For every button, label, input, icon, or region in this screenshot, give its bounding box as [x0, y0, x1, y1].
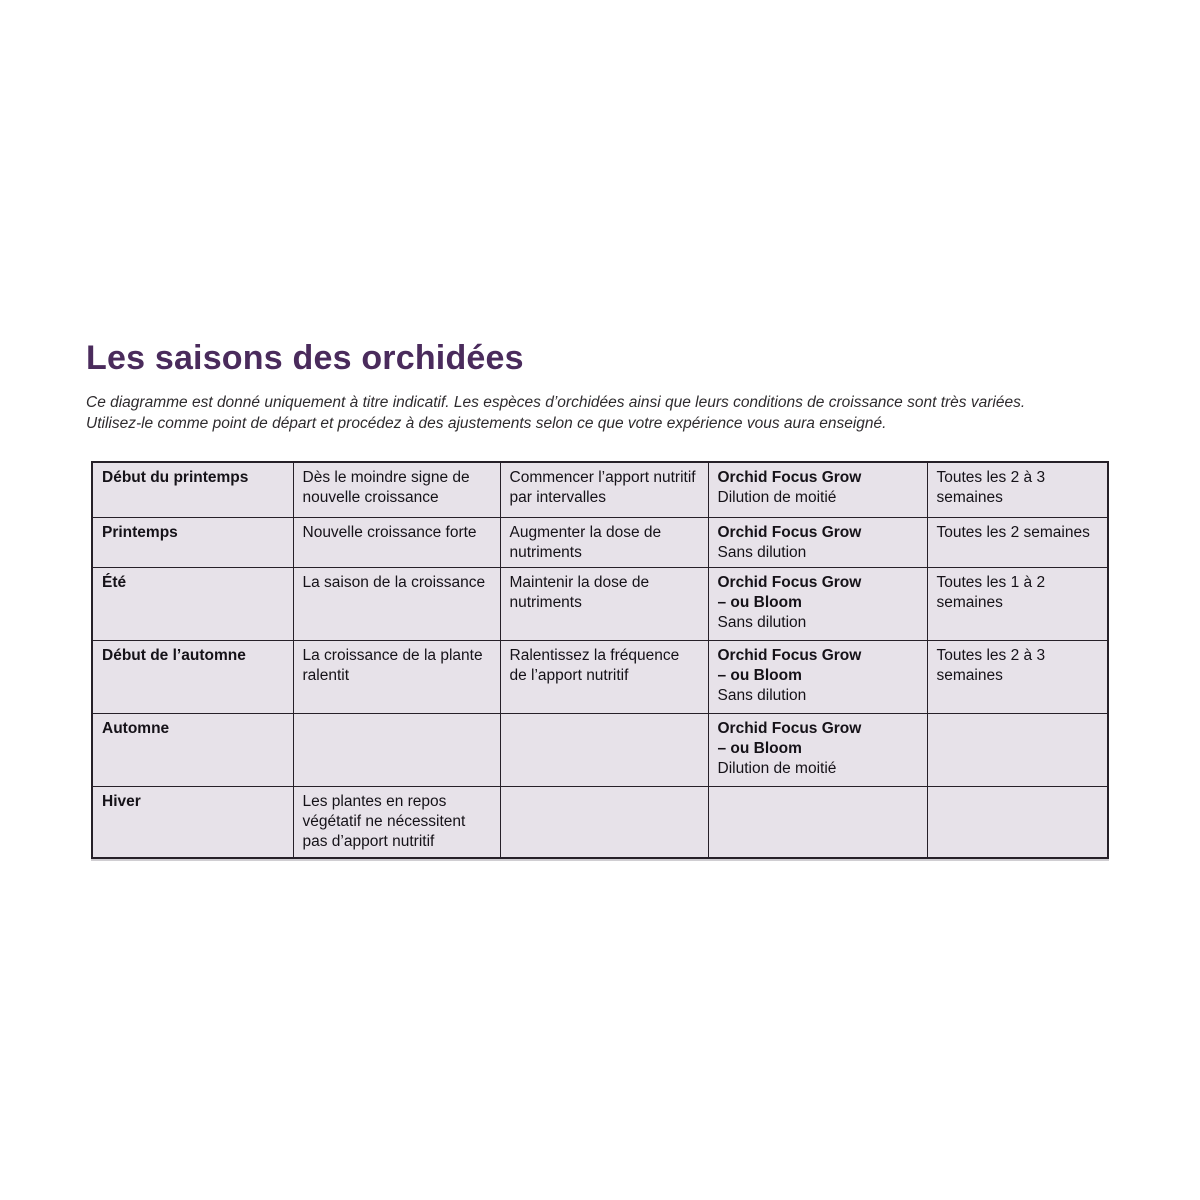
season-cell: Été: [91, 567, 294, 642]
dilution-note: Dilution de moitié: [717, 489, 837, 507]
feeding-action-cell: Commencer l’apport nutritif par interval…: [499, 461, 709, 518]
frequency-cell: Toutes les 1 à 2 semaines: [926, 567, 1109, 642]
product-alt: – ou Bloom: [717, 667, 802, 685]
product-cell: Orchid Focus Grow Dilution de moitié: [707, 461, 928, 518]
product-cell: Orchid Focus Grow – ou Bloom Dilution de…: [707, 713, 928, 788]
table-row-early-spring: Début du printemps Dès le moindre signe …: [91, 461, 1109, 518]
product-name: Orchid Focus Grow: [717, 523, 862, 541]
product-cell: Orchid Focus Grow – ou Bloom Sans diluti…: [707, 640, 928, 715]
page-title: Les saisons des orchidées: [86, 339, 524, 377]
frequency-cell: Toutes les 2 à 3 semaines: [926, 461, 1109, 518]
feeding-action-cell: Augmenter la dose de nutriments: [499, 516, 709, 569]
product-alt: – ou Bloom: [717, 594, 802, 612]
growth-sign-cell: La croissance de la plante ralentit: [292, 640, 501, 715]
season-cell: Début de l’automne: [91, 640, 294, 715]
product-cell: Orchid Focus Grow Sans dilution: [707, 516, 928, 569]
feeding-action-cell: Ralentissez la fréquence de l’apport nut…: [499, 640, 709, 715]
intro-paragraph: Ce diagramme est donné uniquement à titr…: [86, 393, 1114, 434]
season-cell: Automne: [91, 713, 294, 788]
intro-line-1: Ce diagramme est donné uniquement à titr…: [86, 394, 1026, 412]
orchid-season-table: Début du printemps Dès le moindre signe …: [91, 461, 1109, 859]
feeding-action-cell: Maintenir la dose de nutriments: [499, 567, 709, 642]
growth-sign-cell: [292, 713, 501, 788]
feeding-action-cell: [499, 713, 709, 788]
frequency-cell: Toutes les 2 à 3 semaines: [926, 640, 1109, 715]
growth-sign-cell: Nouvelle croissance forte: [292, 516, 501, 569]
growth-sign-cell: Les plantes en repos végétatif ne nécess…: [292, 786, 501, 858]
table-row-early-autumn: Début de l’automne La croissance de la p…: [91, 640, 1109, 715]
product-name: Orchid Focus Grow: [717, 720, 862, 738]
product-name: Orchid Focus Grow: [717, 647, 862, 665]
intro-line-2: Utilisez-le comme point de départ et pro…: [86, 414, 887, 432]
product-alt: – ou Bloom: [717, 740, 802, 758]
product-name: Orchid Focus Grow: [717, 469, 862, 487]
frequency-cell: [926, 786, 1109, 858]
dilution-note: Sans dilution: [717, 687, 807, 705]
table-row-summer: Été La saison de la croissance Maintenir…: [91, 567, 1109, 642]
table-row-winter: Hiver Les plantes en repos végétatif ne …: [91, 786, 1109, 858]
product-cell: Orchid Focus Grow – ou Bloom Sans diluti…: [707, 567, 928, 642]
season-cell: Printemps: [91, 516, 294, 569]
frequency-cell: [926, 713, 1109, 788]
frequency-cell: Toutes les 2 semaines: [926, 516, 1109, 569]
feeding-action-cell: [499, 786, 709, 858]
growth-sign-cell: La saison de la croissance: [292, 567, 501, 642]
growth-sign-cell: Dès le moindre signe de nouvelle croissa…: [292, 461, 501, 518]
table-row-autumn: Automne Orchid Focus Grow – ou Bloom Dil…: [91, 713, 1109, 788]
product-cell: [707, 786, 928, 858]
dilution-note: Sans dilution: [717, 614, 807, 632]
table-row-spring: Printemps Nouvelle croissance forte Augm…: [91, 516, 1109, 569]
dilution-note: Sans dilution: [717, 543, 807, 561]
dilution-note: Dilution de moitié: [717, 760, 837, 778]
season-cell: Début du printemps: [91, 461, 294, 518]
season-cell: Hiver: [91, 786, 294, 858]
product-name: Orchid Focus Grow: [717, 574, 862, 592]
